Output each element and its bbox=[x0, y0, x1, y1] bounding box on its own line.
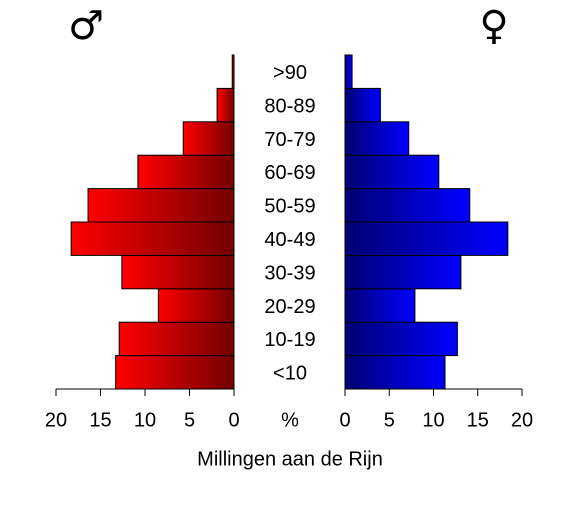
category-label: >90 bbox=[273, 62, 307, 84]
x-tick-label: 15 bbox=[467, 409, 489, 431]
category-label: 10-19 bbox=[264, 329, 315, 351]
bar bbox=[121, 254, 235, 290]
category-label: <10 bbox=[273, 363, 307, 385]
bar bbox=[344, 87, 381, 123]
bar bbox=[344, 121, 410, 156]
bar bbox=[118, 321, 235, 357]
x-tick-label: 0 bbox=[339, 409, 350, 431]
center-label: % bbox=[281, 409, 299, 431]
x-tick-label: 20 bbox=[511, 409, 533, 431]
category-label: 80-89 bbox=[264, 95, 315, 117]
bar bbox=[231, 54, 235, 89]
category-label: 70-79 bbox=[264, 129, 315, 151]
bar bbox=[344, 54, 353, 89]
category-label: 30-39 bbox=[264, 262, 315, 284]
x-tick-label: 10 bbox=[134, 409, 156, 431]
bar bbox=[70, 221, 235, 256]
x-tick-label: 15 bbox=[89, 409, 111, 431]
bar bbox=[344, 188, 471, 223]
category-label: 60-69 bbox=[264, 162, 315, 184]
bar bbox=[216, 87, 235, 123]
x-tick-label: 5 bbox=[184, 409, 195, 431]
bar bbox=[344, 221, 509, 256]
legend-symbol: ♂ bbox=[68, 3, 104, 49]
x-tick-label: 10 bbox=[422, 409, 444, 431]
bar bbox=[344, 321, 458, 357]
legend-symbol: ♀ bbox=[479, 3, 508, 49]
bar bbox=[137, 154, 235, 190]
x-tick-label: 20 bbox=[45, 409, 67, 431]
x-tick-label: 0 bbox=[228, 409, 239, 431]
bar bbox=[87, 188, 235, 223]
bar bbox=[115, 355, 235, 390]
bar bbox=[344, 154, 440, 190]
category-label: 40-49 bbox=[264, 229, 315, 251]
bar bbox=[157, 288, 235, 323]
category-label: 50-59 bbox=[264, 196, 315, 218]
bar bbox=[344, 288, 416, 323]
category-label: 20-29 bbox=[264, 296, 315, 318]
bar bbox=[344, 355, 446, 390]
x-tick-label: 5 bbox=[384, 409, 395, 431]
x-axis-title: Millingen aan de Rijn bbox=[197, 448, 383, 470]
bar bbox=[182, 121, 235, 156]
bar bbox=[344, 254, 462, 290]
